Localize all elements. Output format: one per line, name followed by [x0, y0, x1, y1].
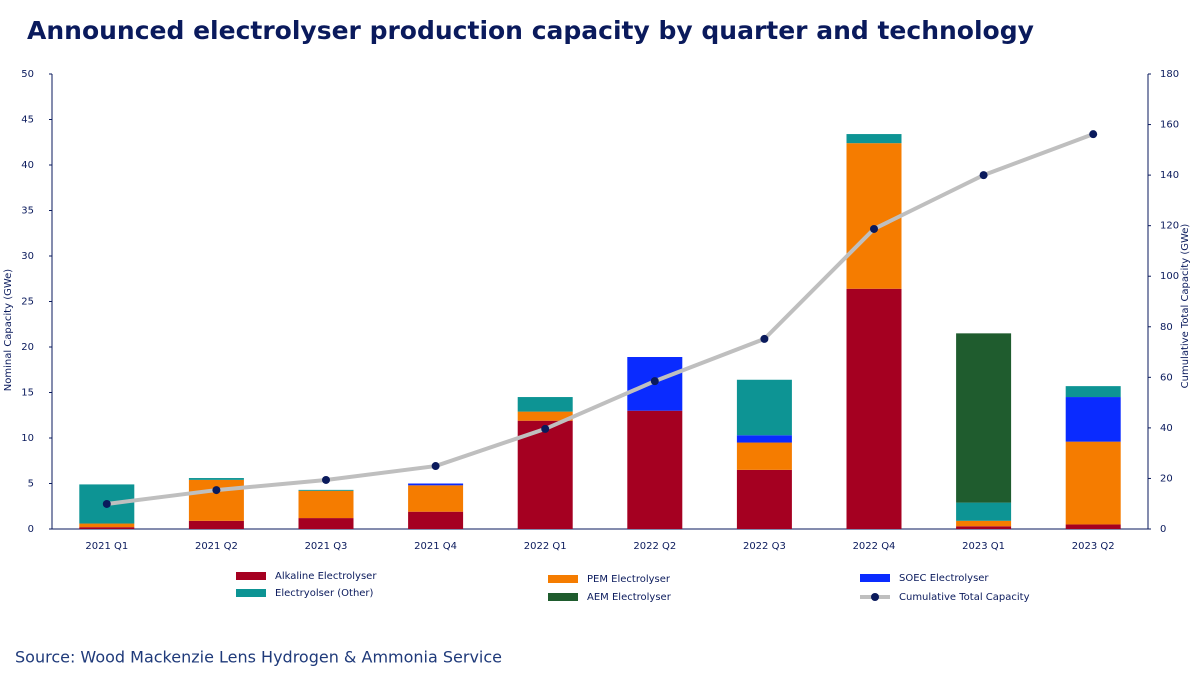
bar-segment — [408, 511, 464, 529]
x-tick-label: 2022 Q2 — [633, 541, 676, 552]
y-tick-label: 25 — [21, 297, 34, 308]
bar-segment — [298, 489, 354, 491]
bar-segment — [956, 520, 1012, 527]
y2-tick-label: 20 — [1160, 473, 1173, 484]
y-tick-label: 45 — [21, 115, 34, 126]
bar-segment — [517, 411, 573, 421]
x-tick-label: 2023 Q1 — [962, 541, 1005, 552]
legend-swatch — [548, 593, 578, 601]
y2-tick-label: 140 — [1160, 170, 1179, 181]
legend-label: SOEC Electrolyser — [899, 573, 989, 584]
legend-marker — [871, 593, 879, 601]
y-tick-label: 30 — [21, 251, 34, 262]
y-tick-label: 20 — [21, 342, 34, 353]
y-tick-label: 35 — [21, 206, 34, 217]
chart-title: Announced electrolyser production capaci… — [27, 16, 1034, 45]
source-note: Source: Wood Mackenzie Lens Hydrogen & A… — [15, 648, 502, 667]
y-axis-label: Nominal Capacity (GWe) — [3, 269, 14, 392]
legend-label: PEM Electrolyser — [587, 574, 671, 585]
bar-segment — [956, 333, 1012, 503]
y-tick-label: 40 — [21, 160, 34, 171]
x-tick-label: 2021 Q3 — [305, 541, 348, 552]
bar-segment — [736, 379, 792, 436]
legend-swatch — [860, 574, 890, 582]
y2-tick-label: 60 — [1160, 372, 1173, 383]
bar-segment — [1065, 441, 1121, 525]
line-marker — [431, 462, 440, 471]
bar-segment — [956, 502, 1012, 521]
bar-segment — [627, 410, 683, 529]
bar-segment — [188, 479, 244, 521]
bar-segment — [298, 518, 354, 529]
line-marker — [212, 486, 221, 495]
bar-segment — [517, 420, 573, 529]
bar-segment — [517, 397, 573, 412]
bar-segment — [1065, 386, 1121, 398]
x-tick-label: 2021 Q2 — [195, 541, 238, 552]
y-tick-label: 50 — [21, 69, 34, 80]
line-marker — [870, 224, 878, 233]
y2-tick-label: 120 — [1160, 221, 1179, 232]
y-tick-label: 5 — [28, 479, 34, 490]
bar-segment — [79, 523, 135, 528]
y2-tick-label: 160 — [1160, 120, 1179, 131]
bar-segment — [846, 288, 902, 529]
x-tick-label: 2022 Q4 — [853, 541, 896, 552]
line-marker — [760, 334, 769, 343]
y2-tick-label: 180 — [1160, 69, 1179, 80]
bar-segment — [408, 483, 464, 486]
legend-label: Cumulative Total Capacity — [899, 592, 1030, 603]
legend-swatch — [236, 589, 266, 597]
y2-tick-label: 0 — [1160, 524, 1166, 535]
bar-segment — [736, 442, 792, 470]
line-marker — [1089, 130, 1098, 139]
y-tick-label: 0 — [28, 524, 34, 535]
y-tick-label: 10 — [21, 433, 34, 444]
y-tick-label: 15 — [21, 388, 34, 399]
line-marker — [541, 424, 550, 433]
line-series — [106, 132, 1094, 506]
line-marker — [650, 377, 659, 386]
bar-segment — [1065, 524, 1121, 529]
bar-segment — [846, 134, 902, 144]
y2-tick-label: 40 — [1160, 423, 1173, 434]
bar-segment — [846, 143, 902, 289]
x-tick-label: 2023 Q2 — [1072, 541, 1115, 552]
bar-segment — [188, 520, 244, 529]
line-marker — [102, 499, 111, 508]
x-tick-label: 2021 Q4 — [414, 541, 457, 552]
bar-segment — [956, 526, 1012, 529]
bar-segment — [188, 478, 244, 480]
y2-tick-label: 80 — [1160, 322, 1173, 333]
line-marker — [322, 475, 330, 484]
bar-segment — [736, 469, 792, 529]
bar-segment — [79, 527, 135, 529]
y2-axis-label: Cumulative Total Capacity (GWe) — [1180, 224, 1191, 389]
line-marker — [979, 171, 988, 180]
x-tick-label: 2022 Q3 — [743, 541, 786, 552]
bar-segment — [408, 485, 464, 512]
bar-segment — [298, 490, 354, 519]
legend-label: AEM Electrolyser — [587, 592, 672, 603]
y2-tick-label: 100 — [1160, 271, 1179, 282]
x-tick-label: 2022 Q1 — [524, 541, 567, 552]
legend-swatch — [236, 572, 266, 580]
legend-label: Alkaline Electrolyser — [275, 571, 377, 582]
bar-segment — [1065, 397, 1121, 442]
bar-segment — [736, 435, 792, 443]
legend-label: Electryolser (Other) — [275, 588, 374, 599]
legend-swatch — [548, 575, 578, 583]
x-tick-label: 2021 Q1 — [85, 541, 128, 552]
